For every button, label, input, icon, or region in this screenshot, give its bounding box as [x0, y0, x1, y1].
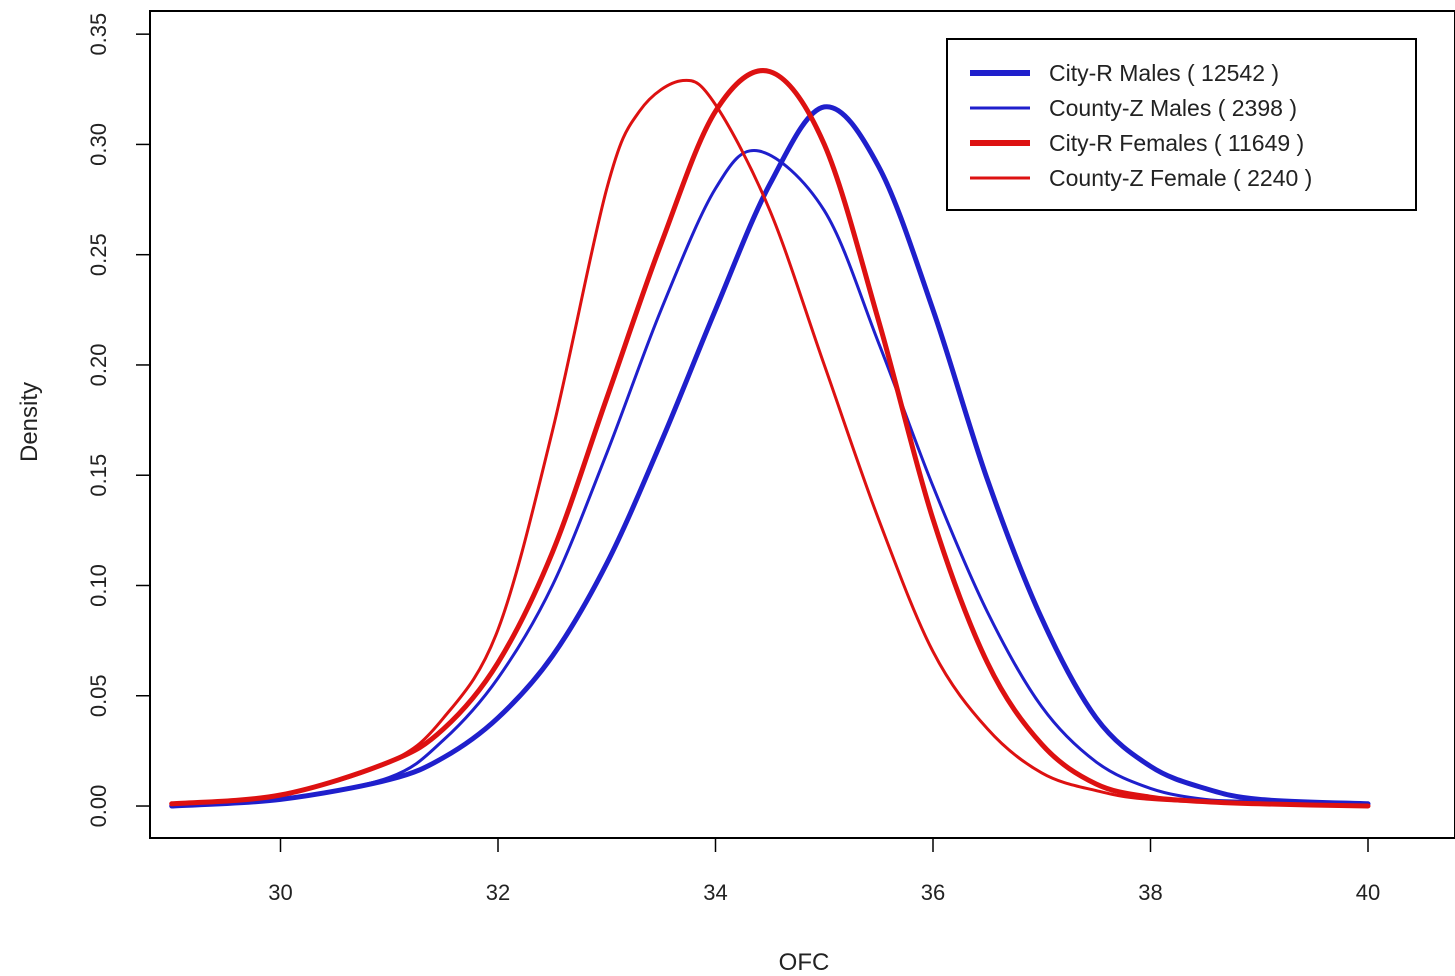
y-tick-label: 0.35: [86, 13, 111, 56]
y-tick-label: 0.20: [86, 344, 111, 387]
y-tick-label: 0.15: [86, 454, 111, 497]
x-tick-label: 32: [486, 880, 510, 905]
series-line-2: [170, 148, 1370, 808]
x-tick-label: 38: [1138, 880, 1162, 905]
legend-label: City-R Males ( 12542 ): [1049, 60, 1279, 86]
legend: City-R Males ( 12542 ) County-Z Males ( 2…: [946, 38, 1417, 211]
y-tick-label: 0.00: [86, 785, 111, 828]
series-line-1: [169, 104, 1371, 809]
series-line-3: [169, 68, 1371, 809]
y-tick-label: 0.30: [86, 123, 111, 166]
legend-label: County-Z Males ( 2398 ): [1049, 95, 1297, 121]
y-tick-label: 0.05: [86, 674, 111, 717]
x-tick-label: 36: [921, 880, 945, 905]
series-layer: [169, 68, 1371, 809]
x-tick-label: 40: [1356, 880, 1380, 905]
x-axis: 30 32 34 36 38 40: [268, 837, 1380, 905]
legend-box: [946, 38, 1417, 211]
x-axis-label: OFC: [779, 949, 830, 976]
y-tick-label: 0.10: [86, 564, 111, 607]
y-axis: 0.00 0.05 0.10 0.15 0.20 0.25 0.30 0.35: [86, 13, 151, 828]
legend-label: County-Z Female ( 2240 ): [1049, 165, 1312, 191]
legend-label: City-R Females ( 11649 ): [1049, 130, 1304, 156]
y-tick-label: 0.25: [86, 233, 111, 276]
x-tick-label: 30: [268, 880, 292, 905]
series-line-4: [170, 78, 1370, 808]
y-axis-label: Density: [16, 382, 43, 462]
x-tick-label: 34: [703, 880, 727, 905]
